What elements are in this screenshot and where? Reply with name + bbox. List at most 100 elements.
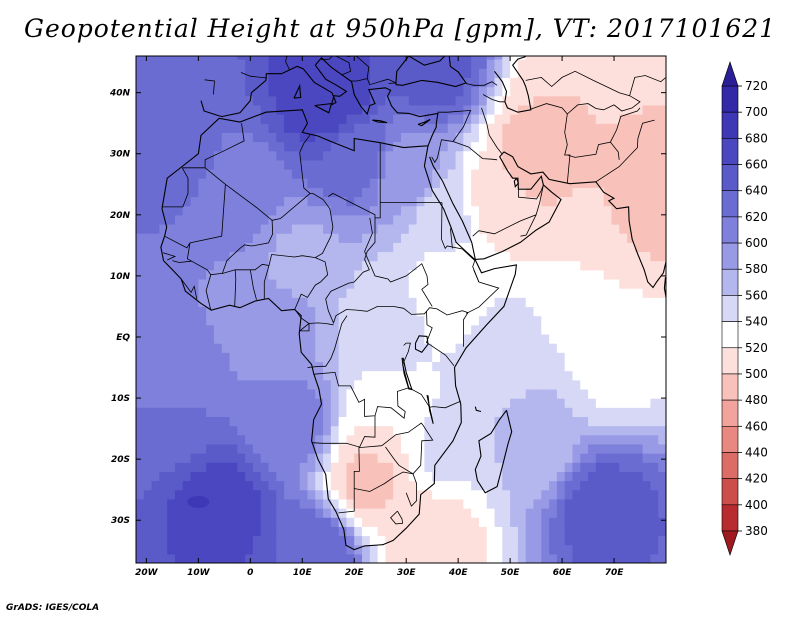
colorbar-label: 400 (745, 498, 768, 512)
field-cell (401, 544, 410, 555)
field-cell (642, 544, 652, 555)
country-border (164, 167, 334, 276)
field-cell (245, 425, 254, 436)
field-cell (634, 453, 644, 463)
field-cell (634, 434, 644, 445)
field-cell (323, 260, 332, 271)
field-cell (525, 343, 535, 353)
field-cell (213, 352, 223, 363)
field-cell (494, 370, 503, 381)
field-cell (260, 315, 270, 326)
field-cell (330, 114, 340, 124)
field-cell (463, 416, 472, 427)
field-cell (221, 352, 231, 363)
field-cell (206, 333, 215, 344)
field-cell (401, 205, 410, 216)
field-cell (268, 343, 277, 353)
field-cell (307, 379, 316, 390)
field-cell (627, 370, 636, 381)
field-cell (354, 471, 363, 482)
field-cell (338, 407, 348, 417)
field-cell (455, 352, 464, 363)
field-cell (478, 150, 488, 161)
field-cell (299, 169, 309, 179)
field-cell (346, 498, 355, 509)
field-cell (595, 306, 605, 317)
field-cell (572, 343, 581, 353)
field-cell (190, 214, 199, 225)
field-cell (245, 77, 254, 88)
field-cell (611, 178, 620, 188)
field-cell (455, 196, 464, 207)
field-cell (486, 214, 496, 225)
field-cell (307, 480, 316, 491)
field-cell (198, 123, 207, 133)
field-cell (315, 187, 324, 198)
field-cell (174, 443, 184, 454)
field-cell (634, 269, 644, 280)
field-cell (338, 59, 348, 69)
field-cell (455, 114, 464, 124)
field-cell (229, 297, 238, 308)
field-cell (167, 434, 176, 445)
field-cell (362, 517, 371, 527)
field-cell (603, 553, 613, 563)
field-cell (136, 535, 145, 546)
field-cell (245, 416, 254, 427)
field-cell (143, 443, 153, 454)
field-cell (642, 269, 652, 280)
field-cell (252, 178, 262, 188)
field-cell (627, 324, 636, 335)
field-cell (408, 361, 418, 372)
field-cell (549, 56, 558, 60)
field-cell (455, 553, 464, 563)
field-cell (237, 398, 246, 408)
field-cell (650, 132, 659, 143)
country-border (204, 123, 245, 168)
field-cell (323, 553, 332, 563)
field-cell (159, 269, 168, 280)
field-cell (627, 251, 636, 262)
field-cell (486, 343, 496, 353)
field-cell (393, 315, 402, 326)
field-cell (260, 425, 270, 436)
field-cell (369, 278, 379, 289)
field-cell (619, 278, 628, 289)
field-cell (556, 288, 566, 298)
field-cell (167, 278, 176, 289)
colorbar-swatch (721, 373, 739, 401)
field-cell (486, 453, 496, 463)
field-cell (642, 260, 652, 271)
field-cell (611, 196, 620, 207)
field-cell (245, 56, 254, 60)
field-cell (603, 306, 613, 317)
field-cell (658, 306, 666, 317)
field-cell (245, 178, 254, 188)
field-cell (424, 178, 433, 188)
field-cell (330, 333, 340, 344)
field-cell (260, 260, 270, 271)
field-cell (401, 425, 410, 436)
field-cell (362, 95, 371, 106)
field-cell (627, 443, 636, 454)
field-cell (401, 114, 410, 124)
field-cell (190, 462, 199, 472)
field-cell (143, 187, 153, 198)
field-cell (299, 56, 309, 60)
field-cell (634, 517, 644, 527)
field-cell (408, 324, 418, 335)
field-cell (549, 114, 558, 124)
field-cell (237, 315, 246, 326)
field-cell (533, 59, 542, 69)
field-cell (260, 306, 270, 317)
field-cell (439, 407, 449, 417)
field-cell (533, 379, 542, 390)
field-cell (658, 453, 666, 463)
field-cell (245, 104, 254, 115)
field-cell (603, 269, 613, 280)
country-border (299, 134, 311, 153)
field-cell (627, 123, 636, 133)
field-cell (213, 324, 223, 335)
field-cell (658, 315, 666, 326)
field-cell (408, 159, 418, 170)
